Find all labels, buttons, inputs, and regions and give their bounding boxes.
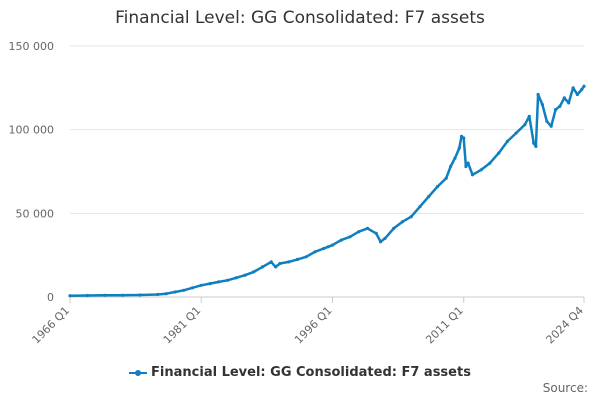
data-point [449, 164, 453, 169]
legend-swatch [129, 368, 148, 378]
x-tick-label: 1981 Q1 [161, 304, 204, 347]
data-point [536, 92, 540, 97]
x-tick-label: 1996 Q1 [292, 304, 335, 347]
data-point [68, 294, 72, 298]
data-point [379, 240, 383, 244]
data-point [287, 260, 291, 264]
data-point [313, 250, 317, 254]
x-tick-label: 1966 Q1 [30, 304, 73, 347]
data-point [190, 286, 195, 290]
data-point [278, 261, 282, 266]
data-point [339, 238, 343, 242]
data-point [571, 86, 575, 90]
data-point [514, 131, 518, 135]
data-point [374, 231, 378, 235]
data-point [534, 144, 538, 148]
legend[interactable]: Financial Level: GG Consolidated: F7 ass… [0, 365, 600, 380]
data-point [470, 173, 475, 177]
data-point [562, 96, 566, 100]
x-tick-label: 2024 Q4 [544, 304, 587, 347]
data-point [392, 226, 396, 230]
data-point [435, 185, 440, 189]
data-point [444, 176, 448, 180]
data-point [155, 292, 160, 297]
data-point [348, 235, 352, 239]
data-point [582, 84, 586, 88]
data-point [164, 292, 168, 296]
source-label: Source: [542, 381, 588, 395]
data-point [453, 156, 457, 160]
data-point [357, 230, 361, 234]
data-point [383, 236, 387, 240]
data-point [103, 293, 107, 297]
data-point [274, 265, 278, 269]
data-point [208, 282, 212, 286]
y-tick-label: 50 000 [16, 207, 55, 220]
data-point [295, 257, 300, 261]
data-point [304, 255, 308, 259]
x-tick-label: 2011 Q1 [423, 304, 466, 347]
data-point [269, 260, 273, 264]
data-point [464, 164, 468, 169]
data-point [217, 280, 221, 284]
data-point [527, 114, 531, 118]
data-point [400, 220, 405, 224]
data-point [580, 87, 584, 92]
data-point [540, 103, 545, 107]
data-point [322, 246, 326, 251]
data-point [85, 293, 90, 298]
data-point [225, 278, 230, 282]
data-point [462, 136, 466, 140]
data-point [466, 161, 470, 165]
data-point [558, 104, 562, 108]
data-point [173, 290, 177, 294]
data-point [505, 139, 509, 143]
data-point [567, 101, 571, 105]
data-point [523, 123, 527, 127]
data-point [488, 161, 492, 165]
data-point [330, 243, 335, 247]
data-point [418, 205, 422, 209]
data-point [252, 270, 256, 274]
data-point [260, 265, 265, 269]
data-point [497, 151, 501, 155]
data-point [554, 108, 558, 112]
data-point [479, 168, 483, 172]
data-point [549, 124, 553, 128]
data-point [199, 283, 203, 287]
y-tick-label: 0 [47, 291, 54, 304]
data-point [365, 226, 370, 230]
data-point [120, 293, 125, 297]
data-point [326, 245, 330, 249]
chart-title: Financial Level: GG Consolidated: F7 ass… [115, 8, 485, 28]
legend-label: Financial Level: GG Consolidated: F7 ass… [151, 365, 471, 380]
data-point [575, 92, 580, 97]
data-point [532, 141, 536, 145]
data-point [427, 195, 431, 199]
y-tick-label: 150 000 [9, 40, 55, 53]
y-tick-label: 100 000 [9, 124, 55, 137]
data-point [243, 273, 247, 277]
data-point [457, 146, 461, 150]
data-point [234, 276, 238, 280]
series-line [68, 84, 586, 297]
data-point [182, 288, 186, 292]
data-point [459, 134, 464, 138]
data-point [409, 215, 413, 219]
data-point [545, 119, 549, 123]
data-point [138, 293, 142, 297]
